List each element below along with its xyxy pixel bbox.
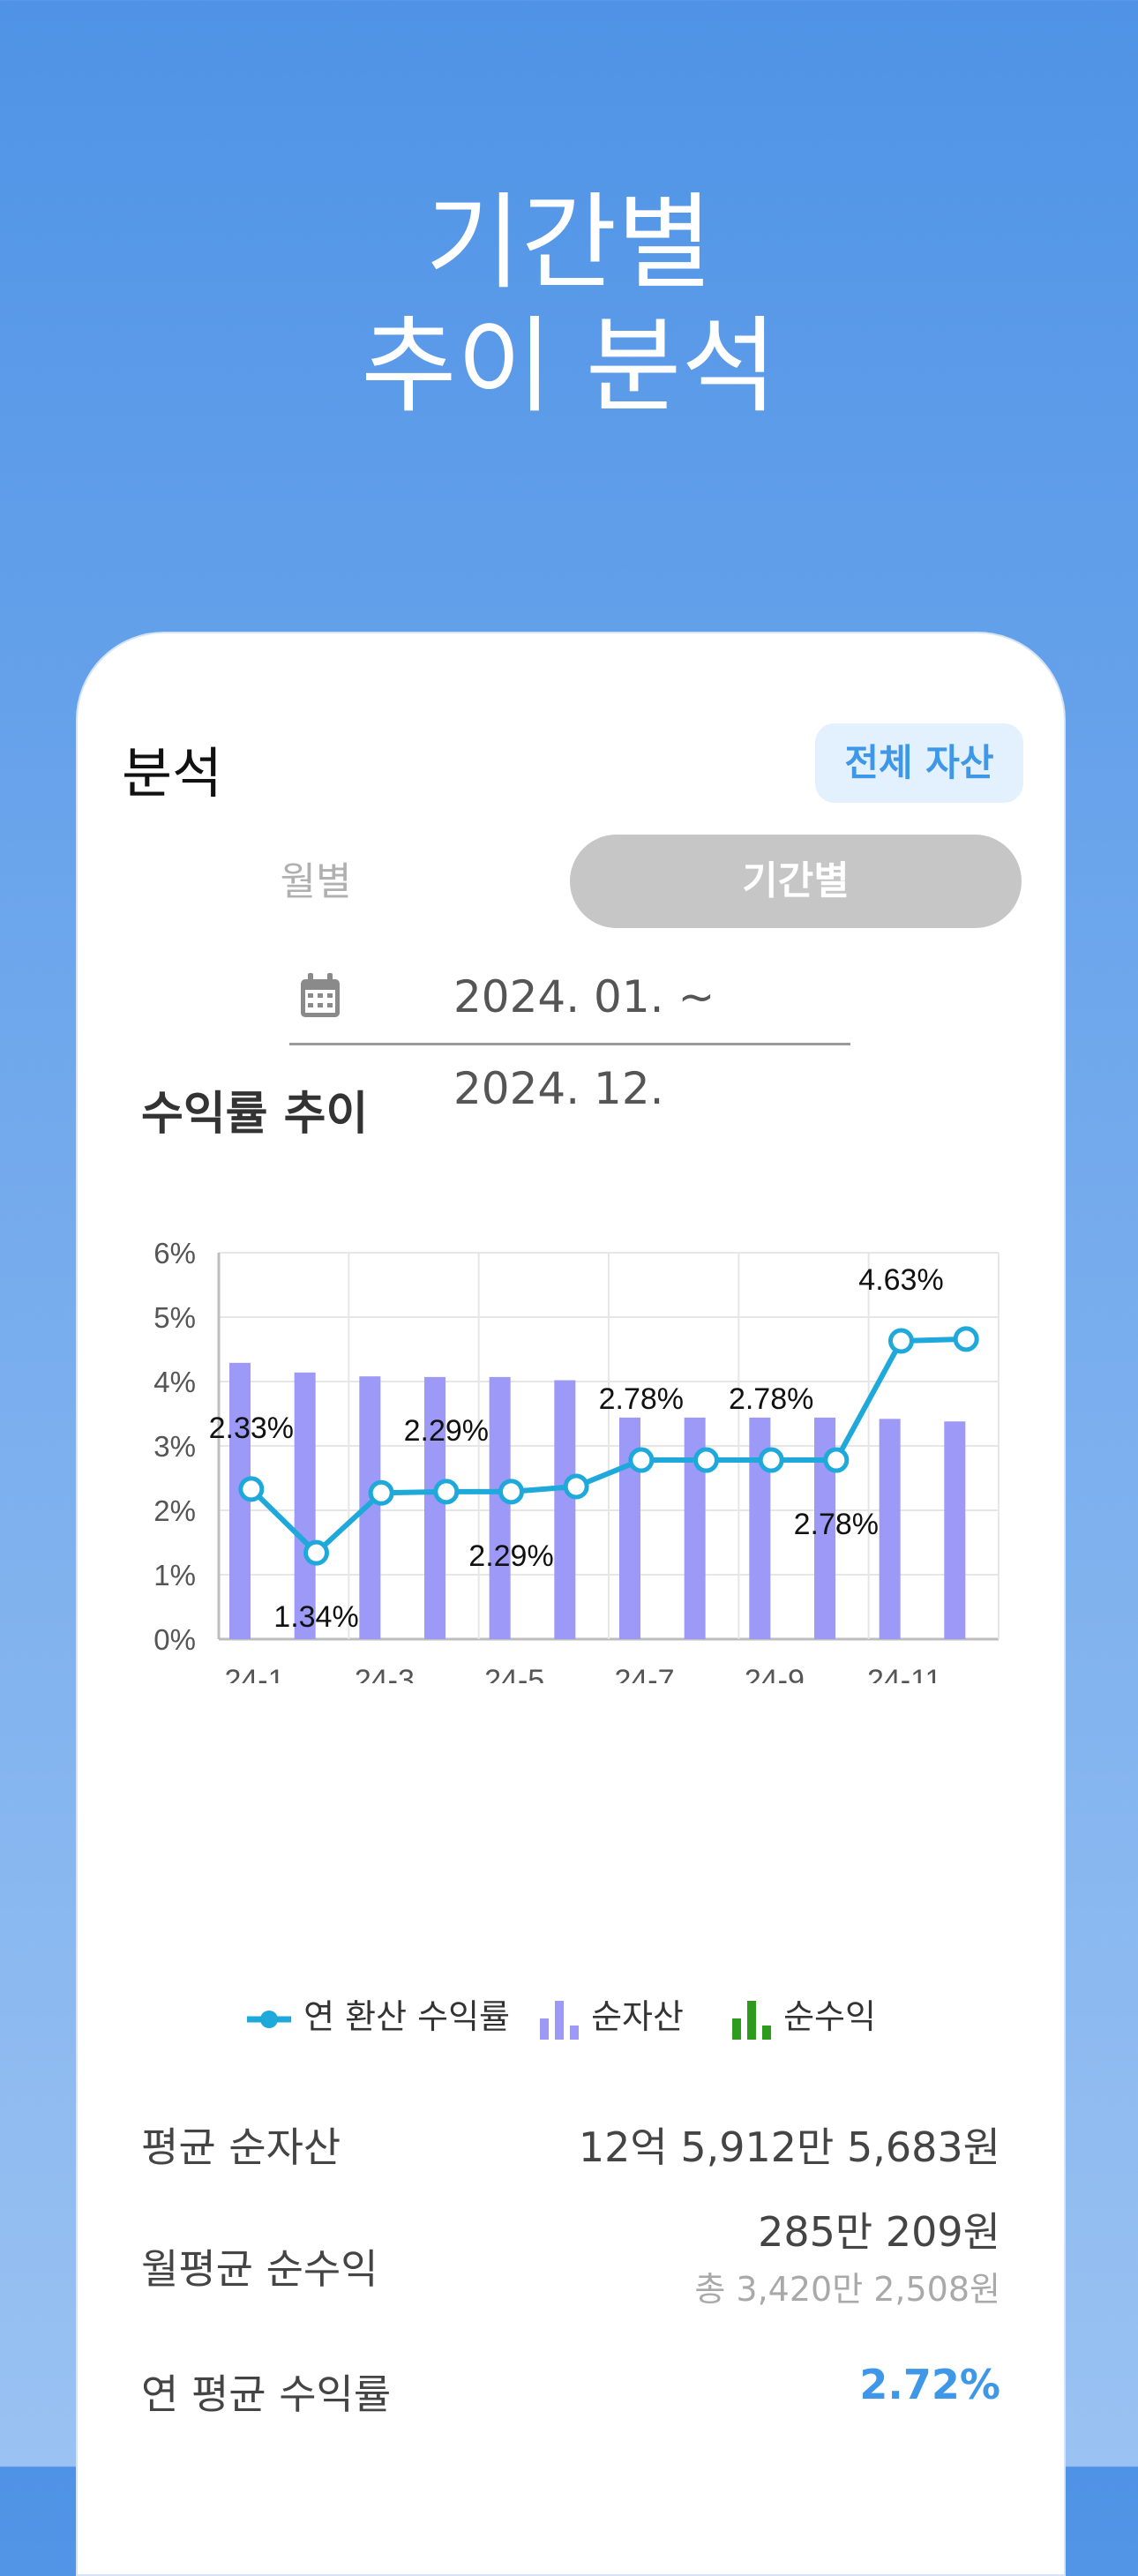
data-label: 2.78% (794, 1508, 879, 1541)
hero-title-line2: 추이 분석 (361, 305, 777, 427)
data-label: 2.33% (209, 1412, 294, 1445)
y-tick-label: 4% (153, 1366, 196, 1398)
return-point (628, 1447, 655, 1473)
return-trend-chart: 0% 1% 2% 3% 4% 5% 6% 24-1 24-3 24-5 24-7 24-9 24-11 2… (153, 1237, 999, 1683)
legend-item-return[interactable]: 연 환산 수익률 (245, 1990, 510, 2043)
monthly-income-value: 285만 209원 (758, 2208, 1000, 2256)
hero-title-line1: 기간별 (425, 182, 713, 303)
legend-label-return: 연 환산 수익률 (303, 1997, 511, 2036)
y-tick-label: 0% (153, 1623, 196, 1656)
annual-return-value: 2.72% (859, 2361, 1000, 2408)
legend-item-net-assets[interactable]: 순자산 (538, 1990, 684, 2043)
y-tick-label: 5% (153, 1301, 196, 1334)
return-point (498, 1479, 524, 1505)
bar-series-icon (540, 2000, 579, 2040)
legend-label-net-assets: 순자산 (591, 1997, 684, 2036)
card-title: 분석 (122, 741, 223, 805)
analysis-card: 분석 전체 자산 월별 기간별 2024. 01. ~ 2024. 12. 수익… (76, 632, 1066, 2576)
return-point (693, 1447, 719, 1473)
avg-net-assets-label: 평균 순자산 (141, 2123, 341, 2171)
tab-period[interactable]: 기간별 (570, 835, 1022, 928)
legend-label-net-income: 순수익 (783, 1997, 876, 2036)
x-tick-label: 24-11 (867, 1664, 941, 1683)
data-label: 2.78% (729, 1382, 813, 1416)
net-assets-bar (554, 1380, 576, 1639)
bar-series-icon (732, 2000, 771, 2040)
annual-return-label: 연 평균 수익률 (141, 2370, 392, 2418)
y-tick-label: 3% (153, 1430, 196, 1463)
all-assets-button[interactable]: 전체 자산 (815, 723, 1023, 803)
net-assets-bar (944, 1421, 966, 1639)
x-tick-label: 24-1 (224, 1664, 284, 1683)
monthly-income-total: 총 3,420만 2,508원 (694, 2270, 1000, 2309)
y-tick-label: 2% (153, 1494, 196, 1527)
return-point (953, 1326, 979, 1352)
return-line (249, 1336, 967, 1556)
tab-monthly[interactable]: 월별 (280, 859, 352, 904)
return-point (238, 1476, 265, 1502)
hero-title: 기간별 추이 분석 (0, 181, 1138, 428)
return-point (368, 1479, 394, 1506)
data-label: 4.63% (858, 1263, 943, 1297)
return-point (303, 1539, 329, 1566)
data-label: 2.78% (599, 1382, 684, 1416)
data-label: 2.29% (468, 1539, 553, 1573)
net-assets-bar (489, 1376, 511, 1639)
date-range-picker[interactable]: 2024. 01. ~ 2024. 12. (289, 951, 850, 1114)
section-title: 수익률 추이 (141, 1088, 369, 1141)
avg-net-assets-value: 12억 5,912만 5,683원 (578, 2123, 1000, 2171)
y-tick-label: 1% (153, 1559, 196, 1591)
calendar-icon (301, 973, 340, 1017)
line-series-icon (247, 2010, 291, 2028)
return-point (758, 1447, 784, 1473)
return-point (433, 1479, 460, 1505)
x-tick-label: 24-7 (614, 1664, 674, 1683)
return-point (823, 1447, 850, 1473)
return-point (888, 1328, 914, 1354)
legend-item-net-income[interactable]: 순수익 (730, 1990, 876, 2043)
return-point (563, 1473, 589, 1500)
net-assets-bar (294, 1372, 316, 1639)
x-tick-label: 24-3 (355, 1664, 415, 1683)
data-label: 2.29% (404, 1414, 489, 1448)
monthly-income-label: 월평균 순수익 (141, 2245, 378, 2293)
data-label: 1.34% (273, 1600, 358, 1634)
x-tick-label: 24-9 (745, 1664, 805, 1683)
x-tick-label: 24-5 (484, 1664, 544, 1683)
y-tick-label: 6% (153, 1237, 196, 1269)
date-range-text: 2024. 01. ~ 2024. 12. (453, 971, 715, 1114)
net-assets-bar (424, 1376, 445, 1639)
net-assets-bar (879, 1419, 901, 1639)
